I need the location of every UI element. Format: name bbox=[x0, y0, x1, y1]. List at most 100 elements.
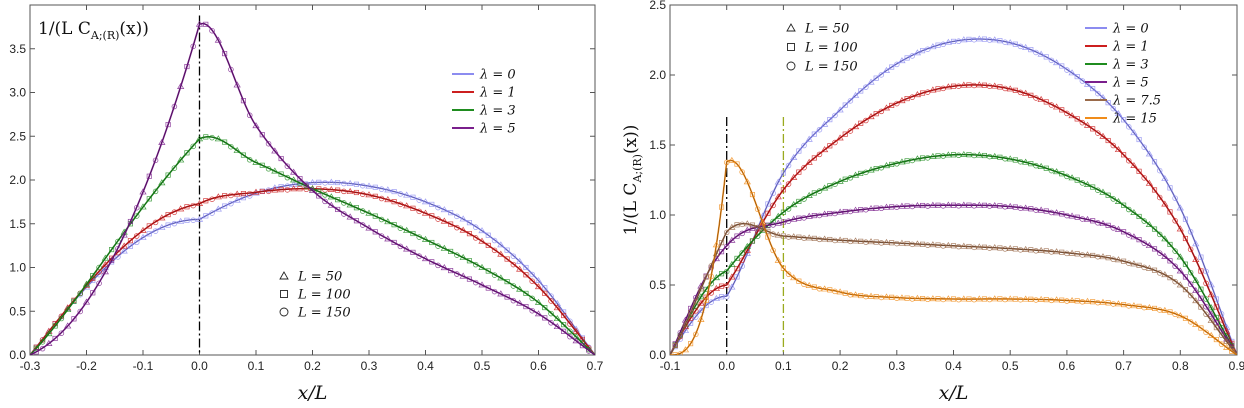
data-point-L150 bbox=[971, 152, 977, 159]
data-point-L100 bbox=[278, 171, 284, 177]
data-point-L100 bbox=[579, 336, 585, 342]
x-tick-label: 0.0 bbox=[718, 359, 735, 373]
data-point-L100 bbox=[1213, 314, 1219, 320]
data-point-L100 bbox=[485, 268, 491, 274]
data-point-L50 bbox=[1192, 276, 1200, 283]
legend-label: λ = 0 bbox=[1112, 22, 1149, 37]
data-point-L150 bbox=[894, 204, 900, 210]
data-point-L100 bbox=[1198, 325, 1204, 331]
data-point-L100 bbox=[950, 202, 957, 208]
data-point-L150 bbox=[708, 290, 714, 296]
data-point-L150 bbox=[1187, 292, 1194, 299]
data-point-L100 bbox=[889, 161, 895, 167]
data-point-L150 bbox=[1079, 119, 1086, 126]
data-point-L50 bbox=[1083, 251, 1092, 258]
data-point-L100 bbox=[889, 102, 895, 108]
data-point-L50 bbox=[898, 294, 906, 301]
data-point-L100 bbox=[485, 285, 491, 291]
data-point-L150 bbox=[1156, 250, 1163, 256]
x-tick-label: 0.6 bbox=[1059, 359, 1076, 373]
data-point-L100 bbox=[1074, 74, 1080, 80]
data-point-L100 bbox=[935, 153, 941, 159]
data-point-L100 bbox=[410, 194, 416, 200]
data-point-L150 bbox=[397, 201, 404, 208]
data-point-L100 bbox=[935, 42, 941, 48]
data-point-L100 bbox=[873, 75, 879, 81]
data-point-L50 bbox=[898, 97, 906, 104]
data-point-L50 bbox=[1161, 306, 1169, 313]
data-point-L100 bbox=[718, 294, 725, 300]
data-point-L100 bbox=[222, 193, 228, 199]
data-point-L100 bbox=[1105, 255, 1111, 261]
data-point-L100 bbox=[240, 98, 246, 104]
data-point-L100 bbox=[966, 202, 972, 208]
data-point-L100 bbox=[1105, 222, 1111, 228]
data-point-L50 bbox=[836, 106, 844, 113]
data-point-L100 bbox=[523, 290, 529, 296]
marker-legend-label: L = 50 bbox=[297, 270, 342, 285]
legend-label: λ = 15 bbox=[1112, 112, 1157, 127]
data-point-L50 bbox=[1037, 206, 1045, 213]
data-point-L100 bbox=[873, 239, 879, 245]
data-point-L100 bbox=[765, 201, 771, 207]
data-point-L150 bbox=[971, 36, 977, 43]
data-point-L150 bbox=[1095, 253, 1101, 260]
data-point-L50 bbox=[1037, 162, 1045, 169]
left-panel: -0.3 -0.2 -0.1 0.0 0.1 0.2 0.3 0.4 0.5 0.6 0.7 0.0 0… bbox=[9, 4, 604, 404]
y-tick-label: 1.0 bbox=[9, 261, 26, 275]
data-point-L150 bbox=[1187, 269, 1194, 276]
data-point-L50 bbox=[882, 203, 891, 210]
data-point-L100 bbox=[1121, 152, 1127, 158]
data-point-L150 bbox=[677, 351, 684, 355]
data-point-L100 bbox=[858, 88, 864, 94]
data-point-L100 bbox=[1028, 296, 1034, 302]
data-point-L100 bbox=[71, 316, 77, 322]
data-point-L150 bbox=[133, 213, 140, 219]
data-point-L50 bbox=[991, 201, 999, 208]
data-point-L50 bbox=[1052, 59, 1061, 66]
data-point-L50 bbox=[478, 281, 486, 288]
data-point-L50 bbox=[975, 151, 983, 158]
data-point-L150 bbox=[847, 175, 854, 181]
data-point-L50 bbox=[898, 239, 906, 246]
data-point-L100 bbox=[1167, 209, 1173, 215]
data-point-L150 bbox=[416, 208, 422, 215]
data-point-L150 bbox=[58, 330, 65, 336]
data-point-L100 bbox=[1043, 99, 1049, 105]
data-point-L100 bbox=[448, 221, 454, 227]
y-tick-label: 3.5 bbox=[9, 42, 26, 56]
x-tick-label: 0.7 bbox=[1115, 359, 1132, 373]
data-point-L50 bbox=[805, 191, 813, 198]
data-point-L150 bbox=[416, 197, 422, 203]
data-point-L50 bbox=[421, 255, 430, 262]
data-point-L50 bbox=[1192, 320, 1200, 327]
data-point-L150 bbox=[1095, 130, 1101, 136]
data-point-L50 bbox=[440, 206, 448, 213]
data-point-L50 bbox=[233, 146, 241, 153]
data-point-L150 bbox=[1002, 204, 1008, 210]
data-point-L150 bbox=[359, 182, 366, 189]
data-point-L50 bbox=[195, 199, 204, 206]
data-point-L150 bbox=[1048, 297, 1055, 304]
marker-legend-label: L = 50 bbox=[804, 22, 849, 37]
data-point-L50 bbox=[991, 152, 999, 159]
data-point-L100 bbox=[1151, 187, 1158, 193]
data-point-L150 bbox=[359, 222, 366, 228]
data-point-L50 bbox=[898, 202, 906, 209]
data-point-L150 bbox=[924, 46, 931, 52]
x-tick-label: 0.1 bbox=[248, 359, 265, 373]
data-point-L150 bbox=[190, 43, 196, 50]
data-point-L100 bbox=[842, 237, 848, 244]
x-tick-label: 0.0 bbox=[191, 359, 208, 373]
data-point-L100 bbox=[1028, 92, 1034, 98]
data-point-L150 bbox=[785, 234, 792, 240]
data-point-L50 bbox=[960, 36, 968, 43]
data-point-L150 bbox=[246, 157, 253, 163]
data-point-L150 bbox=[1033, 248, 1039, 254]
data-point-L100 bbox=[904, 55, 910, 61]
data-point-L100 bbox=[542, 305, 548, 311]
data-point-L100 bbox=[1059, 211, 1065, 217]
data-point-L50 bbox=[759, 219, 767, 226]
data-point-L50 bbox=[233, 81, 241, 88]
data-point-L100 bbox=[1136, 168, 1142, 174]
